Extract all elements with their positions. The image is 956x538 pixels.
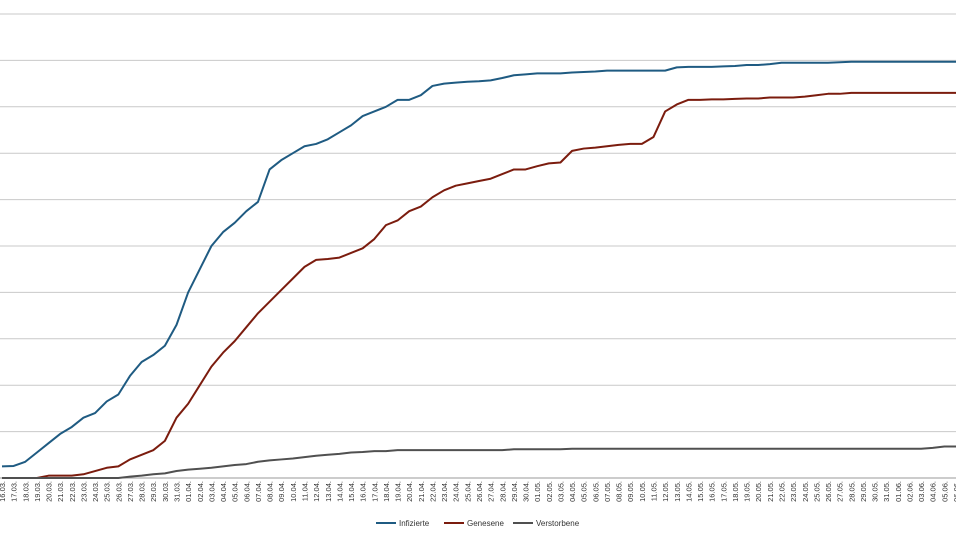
x-tick-label: 04.06. — [929, 481, 938, 502]
x-tick-label: 22.04. — [428, 481, 437, 502]
x-tick-label: 06.05. — [591, 481, 600, 502]
x-tick-label: 21.03. — [56, 481, 65, 502]
x-tick-label: 08.05. — [615, 481, 624, 502]
x-tick-label: 09.04. — [277, 481, 286, 502]
x-tick-label: 23.04. — [440, 481, 449, 502]
x-tick-label: 01.04. — [184, 481, 193, 502]
x-tick-label: 13.04. — [324, 481, 333, 502]
x-tick-label: 03.06. — [917, 481, 926, 502]
x-tick-label: 04.05. — [568, 481, 577, 502]
x-tick-label: 17.05. — [719, 481, 728, 502]
x-tick-label: 10.04. — [289, 481, 298, 502]
x-tick-label: 02.06. — [905, 481, 914, 502]
x-tick-label: 29.05. — [859, 481, 868, 502]
series-lines — [1, 60, 956, 479]
x-tick-label: 06.04. — [242, 481, 251, 502]
x-tick-label: 14.05. — [684, 481, 693, 502]
x-tick-label: 30.05. — [871, 481, 880, 502]
x-tick-label: 26.03. — [114, 481, 123, 502]
legend-label-infizierte: Infizierte — [399, 519, 430, 528]
x-tick-label: 26.04. — [475, 481, 484, 502]
x-tick-label: 05.05. — [580, 481, 589, 502]
x-tick-label: 21.05. — [766, 481, 775, 502]
x-tick-label: 14.04. — [335, 481, 344, 502]
x-tick-label: 16.04. — [359, 481, 368, 502]
x-tick-label: 02.05. — [545, 481, 554, 502]
x-tick-label: 30.04. — [522, 481, 531, 502]
x-tick-label: 27.04. — [487, 481, 496, 502]
series-line-infizierte — [1, 60, 956, 468]
x-tick-label: 27.05. — [836, 481, 845, 502]
x-tick-label: 07.04. — [254, 481, 263, 502]
x-tick-label: 27.03. — [126, 481, 135, 502]
legend: Infizierte Genesene Verstorbene — [376, 519, 580, 528]
x-tick-label: 07.05. — [603, 481, 612, 502]
x-tick-label: 11.05. — [650, 481, 659, 501]
x-tick-label: 31.05. — [882, 481, 891, 502]
x-tick-label: 02.04. — [196, 481, 205, 502]
x-tick-label: 28.04. — [498, 481, 507, 502]
x-tick-label: 19.04. — [394, 481, 403, 502]
series-line-verstorbene — [2, 445, 956, 479]
x-tick-label: 23.05. — [789, 481, 798, 502]
x-tick-label: 01.06. — [894, 481, 903, 502]
x-tick-label: 30.03. — [161, 481, 170, 502]
x-tick-label: 11.04. — [300, 481, 309, 501]
x-tick-label: 24.05. — [801, 481, 810, 502]
x-tick-label: 15.04. — [347, 481, 356, 502]
x-tick-label: 23.03. — [79, 481, 88, 502]
x-tick-label: 29.04. — [510, 481, 519, 502]
gridlines — [0, 13, 956, 433]
x-tick-label: 29.03. — [149, 481, 158, 502]
x-tick-label: 20.04. — [405, 481, 414, 502]
x-tick-label: 16.05. — [708, 481, 717, 502]
x-tick-label: 25.03. — [103, 481, 112, 502]
x-tick-label: 06.06. — [952, 481, 956, 502]
x-tick-label: 05.06. — [940, 481, 949, 502]
x-tick-label: 25.05. — [812, 481, 821, 502]
x-tick-label: 24.04. — [452, 481, 461, 502]
x-tick-label: 12.04. — [312, 481, 321, 502]
x-tick-label: 22.05. — [777, 481, 786, 502]
legend-label-genesene: Genesene — [467, 519, 504, 528]
x-tick-label: 03.04. — [207, 481, 216, 502]
x-tick-label: 08.04. — [266, 481, 275, 502]
x-tick-label: 03.05. — [556, 481, 565, 502]
x-tick-label: 10.05. — [638, 481, 647, 502]
x-tick-label: 31.03. — [173, 481, 182, 502]
series-line-genesene — [2, 91, 956, 479]
x-tick-label: 20.05. — [754, 481, 763, 502]
x-axis-tick-labels: 16.03. 17.03. 18.03. 19.03. 20.03. 21.03. 22.0… — [0, 481, 956, 502]
x-tick-label: 01.05. — [533, 481, 542, 502]
x-tick-label: 26.05. — [824, 481, 833, 502]
x-tick-label: 15.05. — [696, 481, 705, 502]
x-tick-label: 17.04. — [370, 481, 379, 502]
legend-label-verstorbene: Verstorbene — [536, 519, 580, 528]
x-tick-label: 19.03. — [33, 481, 42, 502]
x-tick-label: 25.04. — [463, 481, 472, 502]
x-tick-label: 18.05. — [731, 481, 740, 502]
x-tick-label: 05.04. — [231, 481, 240, 502]
x-tick-label: 12.05. — [661, 481, 670, 502]
x-tick-label: 13.05. — [673, 481, 682, 502]
x-tick-label: 18.03. — [21, 481, 30, 502]
x-tick-label: 21.04. — [417, 481, 426, 502]
x-tick-label: 09.05. — [626, 481, 635, 502]
x-tick-label: 22.03. — [68, 481, 77, 502]
x-tick-label: 17.03. — [10, 481, 19, 502]
x-tick-label: 04.04. — [219, 481, 228, 502]
x-tick-label: 18.04. — [382, 481, 391, 502]
x-tick-label: 24.03. — [91, 481, 100, 502]
x-tick-label: 20.03. — [45, 481, 54, 502]
x-tick-label: 28.03. — [138, 481, 147, 502]
x-tick-label: 19.05. — [743, 481, 752, 502]
x-tick-label: 28.05. — [847, 481, 856, 502]
x-tick-label: 16.03. — [0, 481, 7, 502]
